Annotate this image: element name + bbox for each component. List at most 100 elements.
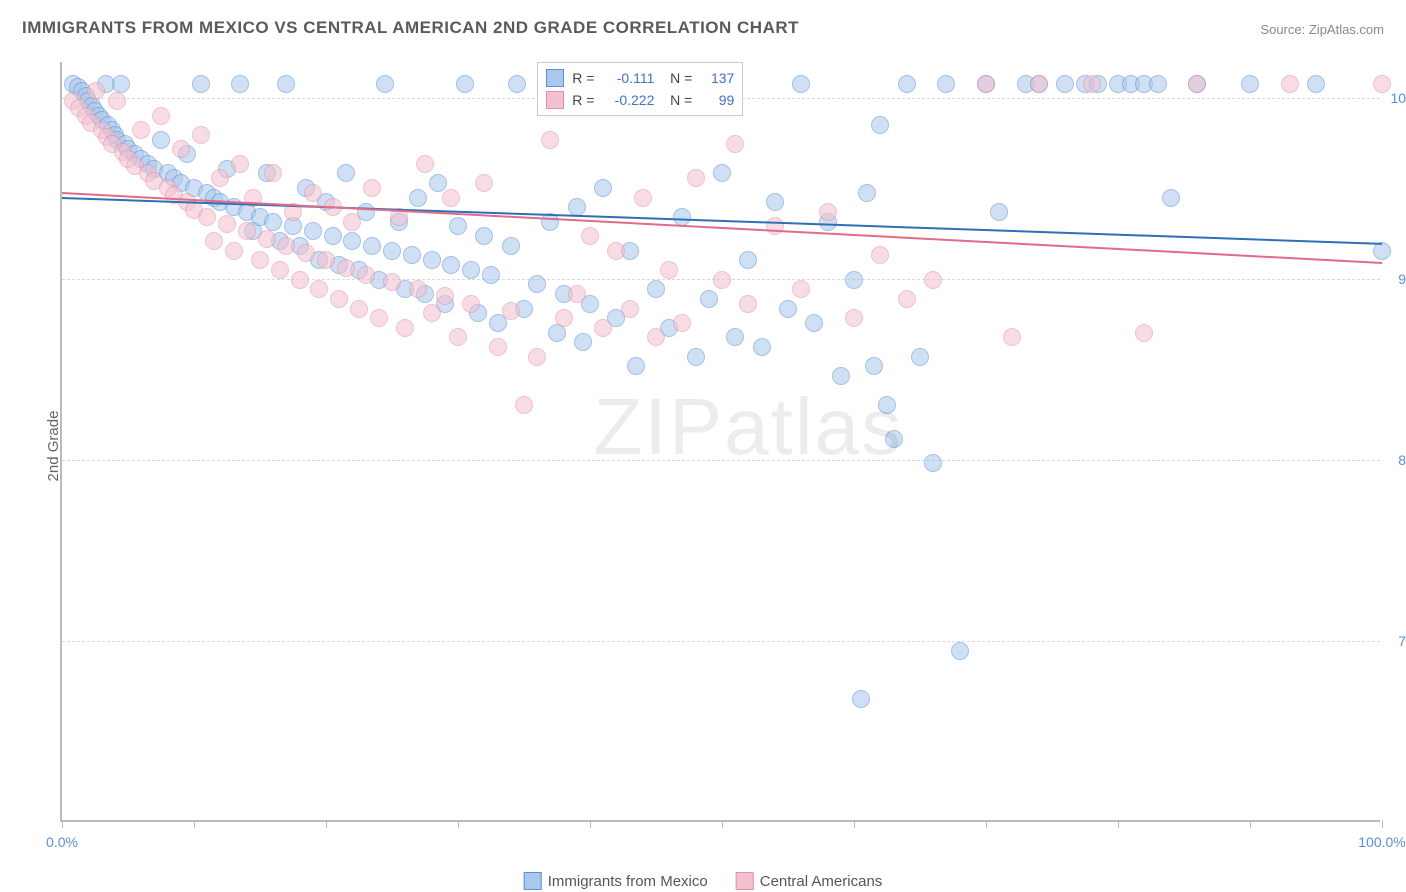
data-point: [753, 338, 771, 356]
data-point: [205, 232, 223, 250]
legend-swatch: [736, 872, 754, 890]
data-point: [475, 227, 493, 245]
data-point: [541, 131, 559, 149]
data-point: [324, 227, 342, 245]
data-point: [852, 690, 870, 708]
y-tick-label: 100.0%: [1384, 90, 1406, 106]
data-point: [251, 251, 269, 269]
data-point: [396, 319, 414, 337]
data-point: [627, 357, 645, 375]
data-point: [218, 215, 236, 233]
y-tick-label: 85.0%: [1384, 452, 1406, 468]
data-point: [258, 230, 276, 248]
data-point: [634, 189, 652, 207]
data-point: [555, 309, 573, 327]
data-point: [865, 357, 883, 375]
data-point: [231, 75, 249, 93]
data-point: [489, 338, 507, 356]
data-point: [871, 246, 889, 264]
data-point: [238, 222, 256, 240]
data-point: [87, 82, 105, 100]
legend-item: Immigrants from Mexico: [524, 872, 708, 890]
data-point: [152, 131, 170, 149]
x-tick-mark: [590, 820, 591, 828]
data-point: [977, 75, 995, 93]
data-point: [403, 246, 421, 264]
data-point: [990, 203, 1008, 221]
data-point: [739, 295, 757, 313]
data-point: [766, 217, 784, 235]
legend-row: R =-0.111 N =137: [546, 67, 734, 89]
data-point: [310, 280, 328, 298]
data-point: [211, 169, 229, 187]
data-point: [416, 155, 434, 173]
legend-n-value: 137: [700, 70, 734, 86]
y-tick-label: 92.5%: [1384, 271, 1406, 287]
data-point: [898, 290, 916, 308]
data-point: [277, 237, 295, 255]
data-point: [152, 107, 170, 125]
y-tick-label: 77.5%: [1384, 633, 1406, 649]
data-point: [225, 242, 243, 260]
data-point: [779, 300, 797, 318]
data-point: [442, 256, 460, 274]
data-point: [297, 244, 315, 262]
source-label: Source:: [1260, 22, 1305, 37]
data-point: [409, 280, 427, 298]
plot-area: 77.5%85.0%92.5%100.0%0.0%100.0%R =-0.111…: [60, 62, 1380, 822]
plot-canvas: 77.5%85.0%92.5%100.0%0.0%100.0%R =-0.111…: [60, 62, 1380, 822]
data-point: [528, 348, 546, 366]
x-tick-mark: [1250, 820, 1251, 828]
data-point: [687, 169, 705, 187]
data-point: [108, 92, 126, 110]
data-point: [462, 261, 480, 279]
data-point: [350, 300, 368, 318]
legend-item: Central Americans: [736, 872, 883, 890]
data-point: [383, 273, 401, 291]
x-tick-mark: [986, 820, 987, 828]
data-point: [1003, 328, 1021, 346]
data-point: [819, 203, 837, 221]
data-point: [924, 454, 942, 472]
data-point: [277, 75, 295, 93]
data-point: [1188, 75, 1206, 93]
data-point: [1307, 75, 1325, 93]
data-point: [370, 309, 388, 327]
data-point: [423, 304, 441, 322]
x-tick-label: 100.0%: [1358, 834, 1405, 850]
data-point: [192, 75, 210, 93]
data-point: [1135, 324, 1153, 342]
data-point: [594, 319, 612, 337]
data-point: [792, 75, 810, 93]
data-point: [673, 208, 691, 226]
data-point: [924, 271, 942, 289]
data-point: [337, 164, 355, 182]
data-point: [1056, 75, 1074, 93]
data-point: [832, 367, 850, 385]
data-point: [456, 75, 474, 93]
data-point: [330, 290, 348, 308]
data-point: [198, 208, 216, 226]
data-point: [568, 285, 586, 303]
x-tick-mark: [1382, 820, 1383, 828]
data-point: [911, 348, 929, 366]
data-point: [132, 121, 150, 139]
legend-n-value: 99: [700, 92, 734, 108]
legend-bottom: Immigrants from Mexico Central Americans: [524, 872, 883, 890]
data-point: [271, 261, 289, 279]
legend-row: R =-0.222 N =99: [546, 89, 734, 111]
x-tick-mark: [62, 820, 63, 828]
x-tick-mark: [1118, 820, 1119, 828]
data-point: [660, 261, 678, 279]
data-point: [1149, 75, 1167, 93]
legend-r-value: -0.111: [602, 70, 654, 86]
source-value: ZipAtlas.com: [1309, 22, 1384, 37]
data-point: [1241, 75, 1259, 93]
legend-n-label: N =: [662, 70, 692, 86]
data-point: [1162, 189, 1180, 207]
legend-swatch: [546, 91, 564, 109]
data-point: [291, 271, 309, 289]
data-point: [621, 300, 639, 318]
data-point: [805, 314, 823, 332]
data-point: [264, 213, 282, 231]
